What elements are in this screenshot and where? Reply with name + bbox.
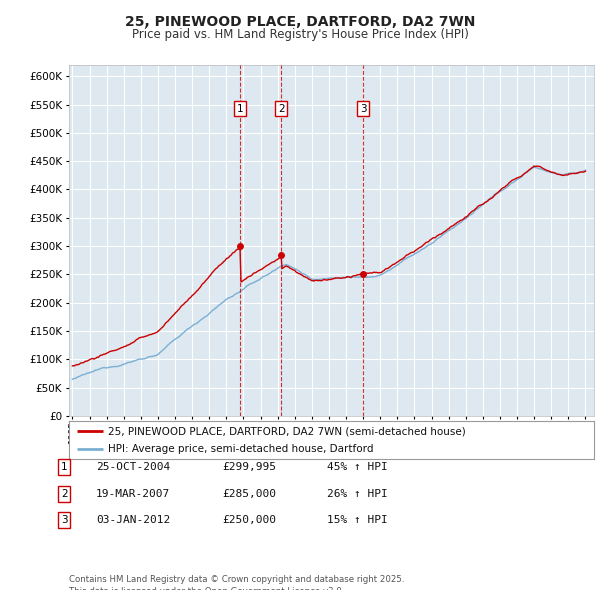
Text: 19-MAR-2007: 19-MAR-2007 [96,489,170,499]
Text: 1: 1 [61,463,68,472]
Text: 2: 2 [278,104,285,114]
Text: 3: 3 [61,516,68,525]
Text: 15% ↑ HPI: 15% ↑ HPI [327,516,388,525]
Text: £250,000: £250,000 [222,516,276,525]
Text: 25, PINEWOOD PLACE, DARTFORD, DA2 7WN (semi-detached house): 25, PINEWOOD PLACE, DARTFORD, DA2 7WN (s… [109,427,466,437]
Text: 2: 2 [61,489,68,499]
Text: Price paid vs. HM Land Registry's House Price Index (HPI): Price paid vs. HM Land Registry's House … [131,28,469,41]
Text: £285,000: £285,000 [222,489,276,499]
Text: 26% ↑ HPI: 26% ↑ HPI [327,489,388,499]
Text: 25-OCT-2004: 25-OCT-2004 [96,463,170,472]
Text: £299,995: £299,995 [222,463,276,472]
Text: 25, PINEWOOD PLACE, DARTFORD, DA2 7WN: 25, PINEWOOD PLACE, DARTFORD, DA2 7WN [125,15,475,29]
Text: 3: 3 [360,104,367,114]
Text: HPI: Average price, semi-detached house, Dartford: HPI: Average price, semi-detached house,… [109,444,374,454]
Text: 1: 1 [237,104,244,114]
Text: 45% ↑ HPI: 45% ↑ HPI [327,463,388,472]
Text: 03-JAN-2012: 03-JAN-2012 [96,516,170,525]
Text: Contains HM Land Registry data © Crown copyright and database right 2025.
This d: Contains HM Land Registry data © Crown c… [69,575,404,590]
